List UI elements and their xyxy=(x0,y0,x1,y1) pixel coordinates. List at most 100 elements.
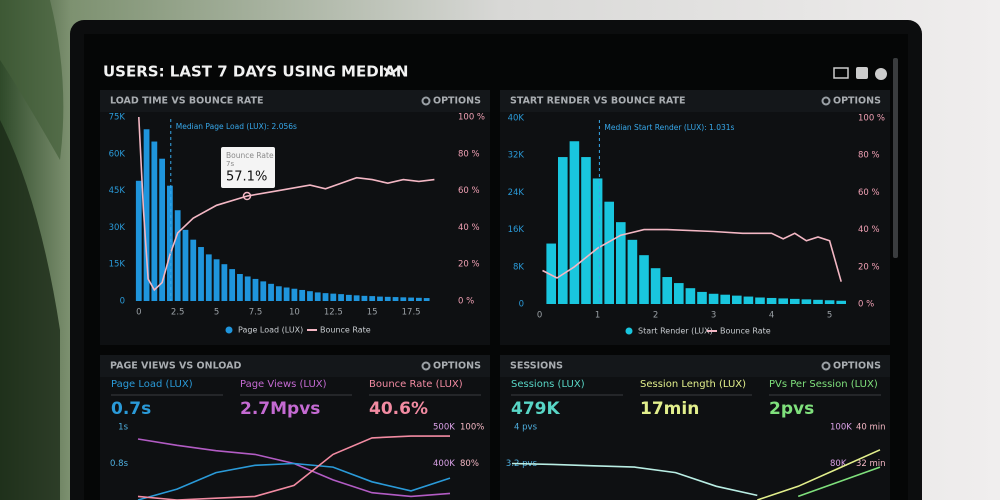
bar xyxy=(384,296,391,301)
kpi-label: Bounce Rate (LUX) xyxy=(369,379,463,390)
leaf xyxy=(0,120,60,500)
tick-label: 8K xyxy=(513,262,524,272)
kpi-label: Sessions (LUX) xyxy=(511,379,585,390)
tick-label: 40 % xyxy=(858,225,880,235)
bar xyxy=(252,278,259,301)
legend-swatch xyxy=(625,327,633,335)
x-tick-label: 4 xyxy=(769,311,774,321)
panel xyxy=(100,355,490,502)
gear-icon[interactable] xyxy=(421,96,431,106)
bar xyxy=(639,255,649,304)
dashboard-title: USERS: LAST 7 DAYS USING MEDIAN xyxy=(103,63,408,81)
bar xyxy=(244,276,251,301)
panel-header xyxy=(100,355,490,377)
kpi-label: Page Load (LUX) xyxy=(111,379,193,390)
gear-icon[interactable] xyxy=(421,361,431,371)
bar xyxy=(558,157,568,304)
x-tick-label: 2.5 xyxy=(171,308,185,318)
bar xyxy=(345,294,352,301)
tick-label: 100K xyxy=(830,423,852,433)
monitor-icon[interactable] xyxy=(833,67,849,79)
tooltip-value: 57.1% xyxy=(226,170,267,185)
tick-label: 40 min xyxy=(856,423,886,433)
legend-swatch xyxy=(225,326,233,334)
tick-label: 0 % xyxy=(858,300,874,310)
median-label: Median Start Render (LUX): 1.031s xyxy=(604,123,734,132)
bar xyxy=(275,286,282,301)
bar xyxy=(801,299,812,304)
tooltip-title: Bounce Rate xyxy=(226,151,274,160)
tick-label: 80K xyxy=(830,459,847,469)
bar xyxy=(616,222,626,304)
share-icon[interactable] xyxy=(856,67,868,79)
panel-title: PAGE VIEWS VS ONLOAD xyxy=(110,361,241,372)
bar xyxy=(353,295,360,301)
options-button[interactable]: OPTIONS xyxy=(833,361,881,372)
bar xyxy=(377,296,383,301)
bar xyxy=(159,158,166,301)
tick-label: 100 % xyxy=(858,114,885,124)
tick-label: 16K xyxy=(508,225,525,235)
tick-label: 100 % xyxy=(458,113,485,123)
bar xyxy=(674,283,684,304)
bar xyxy=(423,298,430,301)
median-label: Median Page Load (LUX): 2.056s xyxy=(176,122,297,131)
bar xyxy=(400,297,407,301)
tick-label: 32K xyxy=(508,151,525,161)
legend-label: Bounce Rate xyxy=(320,326,371,335)
series-line xyxy=(757,449,881,501)
x-tick-label: 0 xyxy=(136,308,141,318)
options-button[interactable]: OPTIONS xyxy=(833,96,881,107)
tick-label: 500K xyxy=(433,423,455,433)
bar xyxy=(229,269,236,301)
options-button[interactable]: OPTIONS xyxy=(433,361,481,372)
bar xyxy=(143,129,150,301)
bar xyxy=(732,295,742,304)
panel-title: LOAD TIME VS BOUNCE RATE xyxy=(110,96,264,107)
bar xyxy=(190,239,197,301)
bar xyxy=(369,296,376,301)
panel-header xyxy=(500,355,890,377)
tick-label: 40K xyxy=(508,114,525,124)
bar xyxy=(213,259,220,301)
series-line xyxy=(137,435,450,501)
gear-icon[interactable] xyxy=(821,361,831,371)
x-tick-label: 1 xyxy=(595,311,600,321)
bar xyxy=(592,178,603,304)
tick-label: 80 % xyxy=(458,149,480,159)
tick-label: 32 min xyxy=(856,459,886,469)
kpi-value: 2.7Mpvs xyxy=(240,399,320,419)
panel xyxy=(500,355,890,502)
bar xyxy=(322,293,329,301)
bar xyxy=(167,185,173,301)
bar xyxy=(743,296,754,304)
kpi-value: 17min xyxy=(640,399,699,419)
tick-label: 60K xyxy=(109,149,126,159)
bar xyxy=(627,239,638,304)
tick-label: 0.8s xyxy=(110,459,129,469)
bar xyxy=(221,264,228,301)
bar xyxy=(569,141,580,304)
x-tick-label: 10 xyxy=(289,308,300,318)
bar xyxy=(237,274,243,301)
x-tick-label: 15 xyxy=(367,308,378,318)
dropdown-icon[interactable] xyxy=(383,67,399,76)
bar xyxy=(813,299,823,304)
legend-label: Start Render (LUX) xyxy=(638,327,713,336)
bar xyxy=(581,157,591,304)
bar xyxy=(662,277,672,304)
panel-header xyxy=(100,90,490,112)
gear-icon[interactable] xyxy=(821,96,831,106)
help-icon[interactable] xyxy=(875,68,887,80)
x-tick-label: 3 xyxy=(711,311,716,321)
tooltip xyxy=(221,147,275,188)
bar xyxy=(836,300,846,304)
kpi-label: Page Views (LUX) xyxy=(240,379,327,390)
x-tick-label: 5 xyxy=(827,311,832,321)
options-button[interactable]: OPTIONS xyxy=(433,96,481,107)
kpi-value: 479K xyxy=(511,399,560,419)
series-line xyxy=(542,228,842,282)
bar xyxy=(135,180,142,301)
bar xyxy=(338,294,344,301)
